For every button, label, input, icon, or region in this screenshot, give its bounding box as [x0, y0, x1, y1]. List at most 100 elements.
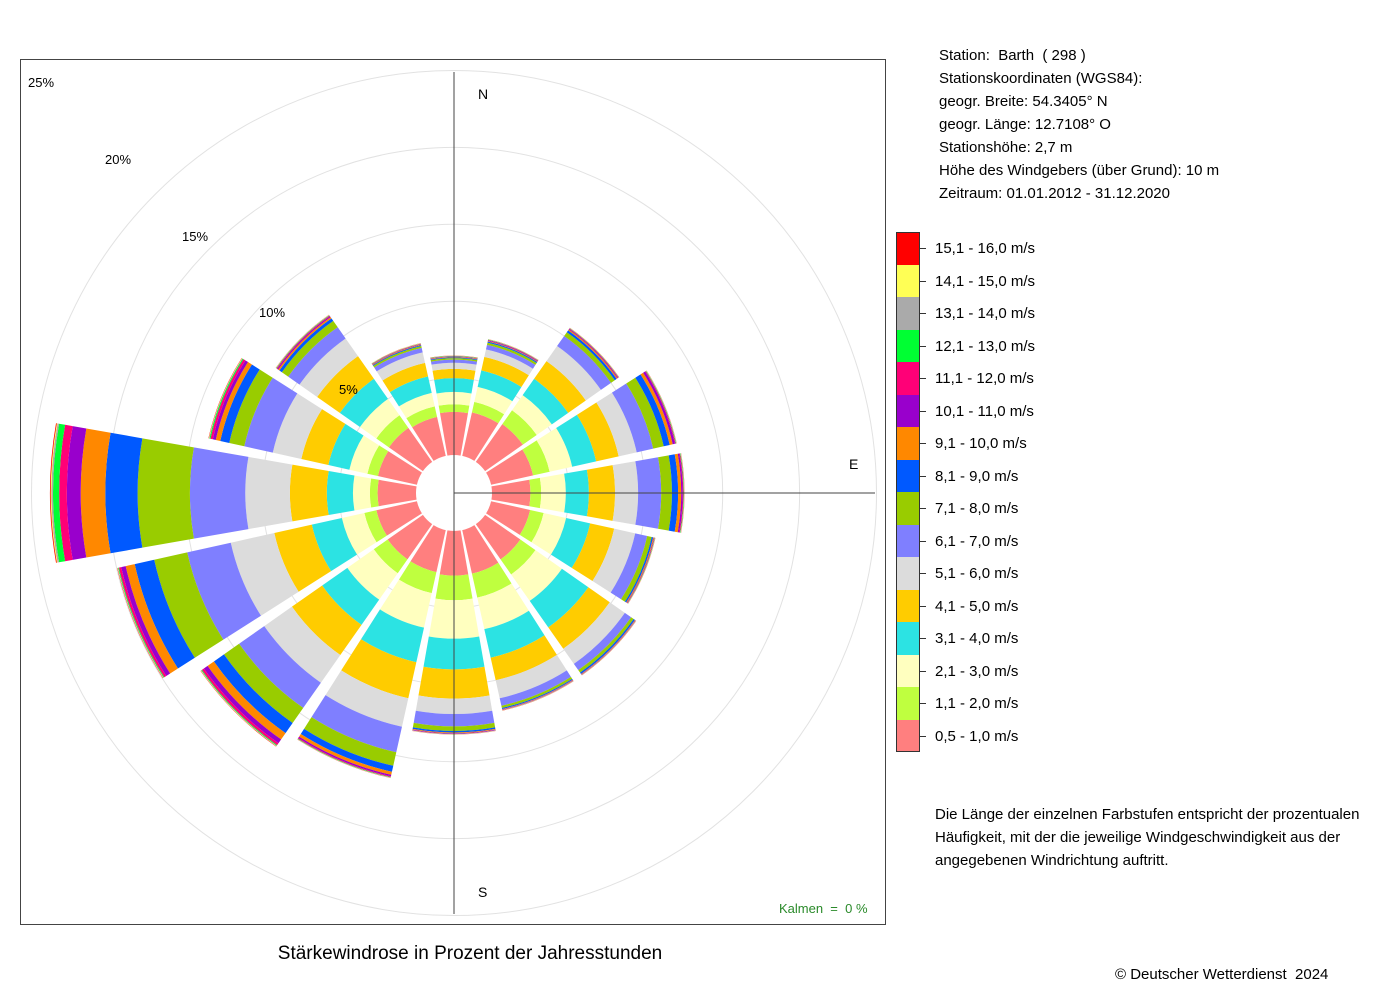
legend-tick [920, 573, 926, 574]
legend-tick [920, 735, 926, 737]
legend-tick [920, 443, 926, 444]
rose-segment-w-bin-6 [245, 456, 293, 530]
rose-segment-wnw-bin-11 [212, 360, 249, 440]
rose-segment-nw-bin-3 [359, 398, 400, 439]
legend-label: 13,1 - 14,0 m/s [935, 305, 1036, 322]
rose-segment-ese-bin-4 [550, 517, 591, 568]
rose-segment-nne-bin-5 [481, 356, 529, 387]
rose-segment-se-bin-8 [578, 617, 634, 673]
rose-segment-nne-bin-9 [487, 341, 538, 363]
legend-item: 8,1 - 9,0 m/s [896, 459, 1056, 492]
rose-segment-ne-bin-6 [546, 346, 601, 401]
rose-segment-ene-bin-6 [596, 392, 637, 457]
station-elevation: Stationshöhe: 2,7 m [939, 139, 1073, 156]
rose-segment-s-bin-9 [412, 727, 496, 733]
rose-segment-n-bin-10 [430, 356, 478, 360]
rose-segment-se-bin-6 [563, 602, 625, 664]
legend-tick [920, 248, 926, 249]
rose-segment-ene-bin-5 [576, 402, 619, 462]
rose-segment-wsw-bin-7 [187, 542, 261, 640]
rose-segment-e-bin-16 [680, 453, 685, 533]
station-info: Station: Barth ( 298 ) Stationskoordinat… [939, 44, 1219, 205]
legend-label: 4,1 - 5,0 m/s [935, 597, 1019, 615]
rose-segment-ese-bin-5 [571, 523, 615, 582]
rose-segment-s-bin-15 [412, 730, 496, 735]
rose-segment-sse-bin-3 [477, 583, 529, 630]
rose-segment-ese-bin-6 [592, 528, 636, 593]
copyright: © Deutscher Wetterdienst 2024 [1115, 966, 1329, 983]
rose-segment-wsw-bin-2 [364, 510, 387, 543]
rose-segment-w-bin-8 [137, 438, 194, 548]
rose-segment-sw-bin-11 [203, 665, 282, 744]
rose-segment-ne-bin-8 [564, 332, 615, 383]
rose-segment-w-bin-4 [326, 471, 355, 515]
rose-segment-n-bin-11 [430, 356, 478, 359]
rose-segment-ssw-bin-3 [379, 579, 432, 628]
rose-segment-ne-bin-9 [566, 330, 617, 381]
rose-segment-wnw-bin-8 [229, 369, 273, 447]
legend-tick [920, 508, 926, 509]
legend-swatch [896, 394, 920, 427]
calm-percentage: Kalmen = 0 % [779, 901, 868, 916]
ring-label-15: 15% [182, 229, 209, 244]
rose-segment-ssw-bin-8 [304, 717, 397, 766]
rose-segment-nnw-bin-7 [374, 347, 423, 372]
rose-segment-ssw-bin-5 [341, 639, 417, 699]
rose-segment-wnw-bin-7 [244, 377, 298, 453]
wind-rose-svg [31, 70, 877, 916]
rose-segment-sse-bin-4 [484, 610, 545, 658]
legend-swatch [896, 524, 920, 557]
legend-swatch [896, 492, 920, 525]
rose-segment-nnw-bin-1 [412, 416, 446, 461]
rose-segment-nnw-bin-4 [389, 376, 432, 407]
rose-segment-ssw-bin-4 [360, 609, 425, 663]
rose-segment-ese-bin-1 [486, 501, 531, 535]
rose-segment-ene-bin-9 [635, 374, 670, 447]
rose-segment-n-bin-16 [430, 355, 478, 358]
rose-segment-sw-bin-5 [291, 585, 362, 656]
legend-item: 12,1 - 13,0 m/s [896, 329, 1056, 362]
rose-segment-nne-bin-4 [477, 370, 522, 402]
rose-segment-nne-bin-1 [462, 412, 499, 461]
legend-tick [920, 410, 926, 412]
chart-title: Stärkewindrose in Prozent der Jahresstun… [277, 943, 663, 964]
legend-item: 13,1 - 14,0 m/s [896, 297, 1056, 330]
legend-item: 7,1 - 8,0 m/s [896, 492, 1056, 525]
legend-label: 15,1 - 16,0 m/s [935, 240, 1036, 257]
legend-label: 9,1 - 10,0 m/s [935, 435, 1027, 452]
rose-segment-ene-bin-1 [486, 449, 534, 485]
rose-segment-nw-bin-2 [376, 415, 409, 448]
rose-segment-ese-bin-7 [610, 533, 648, 600]
rose-segment-w-bin-12 [59, 424, 73, 562]
station-coordinates-heading: Stationskoordinaten (WGS84): [939, 70, 1143, 87]
rose-segment-w-bin-2 [369, 478, 379, 508]
rose-segment-w-bin-10 [80, 428, 111, 558]
rose-segment-w-bin-9 [105, 432, 143, 554]
legend-swatch [896, 687, 920, 720]
rose-segment-nne-bin-6 [484, 349, 533, 376]
rose-segment-wnw-bin-3 [349, 435, 380, 474]
legend-swatch [896, 362, 920, 395]
rose-segment-nw-bin-8 [281, 320, 338, 377]
legend-label: 12,1 - 13,0 m/s [935, 337, 1036, 355]
rose-segment-w-bin-3 [352, 475, 372, 511]
speed-legend: 15,1 - 16,0 m/s 14,1 - 15,0 m/s 13,1 - 14,… [896, 232, 1056, 752]
legend-label: 11,1 - 12,0 m/s [935, 370, 1034, 387]
rose-segment-nnw-bin-6 [376, 352, 426, 381]
rose-segment-sw-bin-2 [373, 539, 408, 574]
rose-segment-wnw-bin-5 [301, 409, 346, 466]
legend-swatch [896, 557, 920, 590]
ring-label-20: 20% [105, 152, 132, 167]
legend-item: 14,1 - 15,0 m/s [896, 264, 1056, 297]
legend-label: 2,1 - 3,0 m/s [935, 662, 1019, 680]
rose-segment-se-bin-7 [573, 612, 632, 671]
rose-segment-wsw-bin-1 [376, 501, 422, 536]
legend-label: 8,1 - 9,0 m/s [935, 467, 1019, 485]
rose-segment-wnw-bin-1 [377, 451, 422, 485]
rose-segment-wsw-bin-3 [341, 512, 377, 555]
legend-item: 0,5 - 1,0 m/s [896, 719, 1056, 752]
legend-tick [920, 475, 926, 477]
legend-swatch [896, 622, 920, 655]
station-name: Station: Barth ( 298 ) [939, 47, 1086, 64]
rose-segment-e-bin-11 [677, 453, 683, 533]
